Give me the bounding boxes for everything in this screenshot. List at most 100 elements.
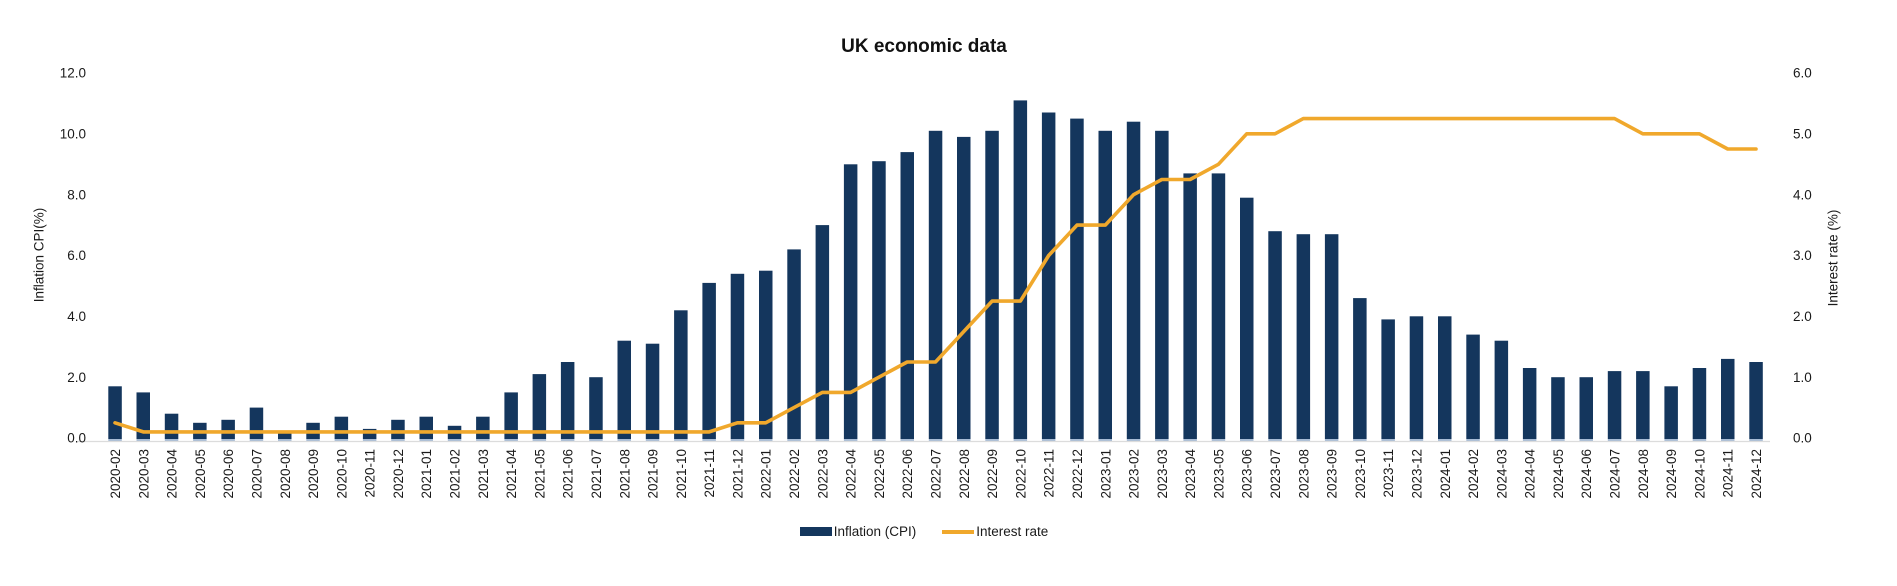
inflation-bar-base	[1494, 439, 1509, 442]
inflation-bar-base	[1098, 439, 1112, 442]
inflation-bar-base	[1070, 439, 1084, 442]
x-axis-tick: 2024-07	[1608, 449, 1623, 499]
inflation-bar	[278, 431, 292, 439]
x-axis-tick: 2024-10	[1692, 449, 1707, 499]
x-axis-tick: 2021-04	[504, 449, 519, 499]
inflation-bar-base	[249, 439, 264, 442]
x-axis-tick: 2024-09	[1664, 449, 1679, 499]
inflation-bar	[1013, 100, 1028, 440]
inflation-bar-base	[1013, 439, 1028, 442]
inflation-bar-base	[645, 439, 660, 442]
inflation-bar-base	[1409, 439, 1424, 442]
inflation-bar-base	[164, 439, 179, 442]
x-axis-tick: 2020-07	[250, 449, 265, 499]
inflation-bar	[957, 136, 971, 439]
inflation-bar-base	[136, 439, 150, 442]
inflation-bar-base	[1636, 439, 1650, 442]
y-axis-tick-left: 0.0	[67, 431, 86, 446]
y-axis-tick-left: 12.0	[60, 66, 86, 81]
inflation-bar	[872, 161, 886, 439]
inflation-bar-base	[787, 439, 801, 442]
inflation-bar-base	[815, 439, 830, 442]
inflation-bar	[1409, 316, 1424, 439]
x-axis-tick: 2022-11	[1042, 449, 1057, 498]
inflation-bar	[985, 130, 999, 440]
x-axis-tick: 2023-11	[1381, 449, 1396, 498]
inflation-bar-base	[957, 439, 971, 442]
x-axis-tick: 2023-05	[1211, 449, 1226, 499]
inflation-bar	[249, 407, 264, 439]
y-axis-tick-right: 4.0	[1793, 187, 1812, 202]
x-axis-tick: 2021-05	[532, 449, 547, 499]
inflation-bar	[391, 419, 405, 440]
legend-item-inflation: Inflation (CPI)	[799, 524, 917, 539]
inflation-bar	[1324, 234, 1339, 439]
x-axis-tick: 2022-05	[872, 449, 887, 499]
inflation-bar-base	[674, 439, 688, 442]
inflation-bar	[136, 392, 150, 439]
x-axis-tick: 2023-02	[1127, 449, 1142, 499]
inflation-bar-base	[1126, 439, 1141, 442]
left-axis-title: Inflation CPI(%)	[31, 207, 47, 303]
legend-label-inflation: Inflation (CPI)	[833, 524, 917, 539]
legend-item-interest: Interest rate	[942, 524, 1048, 539]
inflation-bar-base	[928, 439, 943, 442]
x-axis-tick: 2021-10	[674, 449, 689, 499]
interest-line-swatch-icon	[942, 529, 975, 534]
inflation-bar	[730, 273, 745, 440]
y-axis-tick-right: 2.0	[1793, 309, 1812, 324]
inflation-bar	[1664, 386, 1678, 439]
inflation-bar-base	[532, 439, 547, 442]
y-axis-tick-left: 4.0	[67, 309, 86, 324]
x-axis-tick: 2020-12	[391, 449, 406, 499]
inflation-bar	[589, 377, 603, 439]
x-axis-tick: 2023-12	[1410, 449, 1425, 499]
inflation-bar	[1721, 358, 1735, 439]
x-axis-tick: 2022-02	[787, 449, 802, 499]
x-axis-tick: 2024-05	[1551, 449, 1566, 499]
x-axis-tick: 2024-01	[1438, 449, 1453, 499]
inflation-bar-base	[560, 439, 575, 442]
y-axis-tick-right: 6.0	[1793, 66, 1812, 81]
x-axis-tick: 2022-08	[957, 449, 972, 499]
x-axis-tick: 2023-07	[1268, 449, 1283, 499]
x-axis-tick: 2021-09	[646, 449, 661, 499]
inflation-bar	[164, 413, 179, 439]
inflation-bar-base	[306, 439, 320, 442]
inflation-bar	[1126, 121, 1141, 439]
inflation-bar-base	[1268, 439, 1282, 442]
inflation-bar	[928, 130, 943, 440]
inflation-bar	[843, 164, 858, 440]
x-axis-tick: 2024-02	[1466, 449, 1481, 499]
x-axis-tick: 2024-08	[1636, 449, 1651, 499]
inflation-bar-base	[702, 439, 716, 442]
inflation-bar	[759, 270, 773, 439]
x-axis-tick: 2021-06	[561, 449, 576, 499]
inflation-bar	[815, 225, 830, 439]
inflation-bar	[1268, 231, 1282, 439]
x-axis-tick: 2023-06	[1240, 449, 1255, 499]
inflation-bar-base	[1438, 439, 1452, 442]
inflation-bar-base	[843, 439, 858, 442]
x-axis-tick: 2023-03	[1155, 449, 1170, 499]
y-axis-tick-right: 3.0	[1793, 248, 1812, 263]
inflation-bar-base	[1692, 439, 1707, 442]
inflation-bar-base	[1296, 439, 1311, 442]
y-axis-tick-left: 10.0	[60, 127, 86, 142]
x-axis-tick: 2022-06	[900, 449, 915, 499]
x-axis-tick: 2022-09	[985, 449, 1000, 499]
inflation-bar	[1749, 362, 1763, 439]
x-axis-tick: 2020-09	[306, 449, 321, 499]
y-axis-tick-left: 8.0	[67, 187, 86, 202]
inflation-bar	[1494, 340, 1509, 439]
inflation-bar-base	[1466, 439, 1480, 442]
inflation-bar	[334, 416, 349, 439]
x-axis-tick: 2024-12	[1749, 449, 1764, 499]
inflation-bar	[1381, 319, 1395, 439]
inflation-bar-base	[419, 439, 433, 442]
inflation-bar	[108, 386, 122, 439]
inflation-bar	[617, 340, 631, 439]
x-axis-tick: 2021-01	[419, 449, 434, 499]
inflation-bar-base	[334, 439, 349, 442]
